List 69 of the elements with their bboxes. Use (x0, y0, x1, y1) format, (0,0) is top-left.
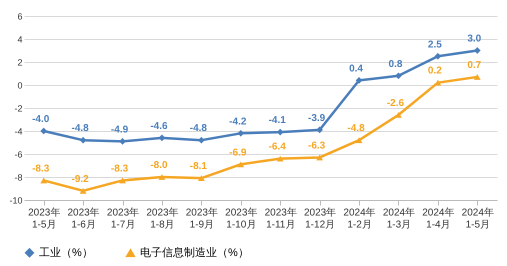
point (395, 72, 402, 80)
data-label: -4.0 (32, 114, 50, 125)
legend-label: 工业（%） (39, 246, 93, 259)
data-label: -9.2 (72, 174, 90, 185)
y-tick-label: -6 (14, 150, 22, 160)
data-label: 0.8 (388, 58, 403, 70)
x-tick-label: 2024年 1-5月 (462, 206, 494, 230)
point (198, 175, 205, 182)
point (237, 161, 244, 168)
point (80, 136, 86, 144)
x-tick-label: 2024年 1-2月 (343, 206, 376, 230)
x-tick-label: 2023年 1-8月 (146, 206, 179, 230)
data-label: -8.0 (150, 160, 168, 171)
x-tick-label: 2023年 1-9月 (186, 206, 218, 230)
y-tick-label: 4 (17, 34, 22, 44)
point (158, 134, 166, 142)
data-label: -4.8 (347, 123, 366, 134)
data-label: -2.6 (386, 98, 405, 109)
data-label: 2.5 (428, 39, 442, 50)
point (395, 112, 402, 118)
y-tick-label: -10 (9, 196, 22, 206)
y-tick-label: -2 (14, 104, 22, 114)
y-tick-label: 2 (17, 58, 22, 68)
data-label: -8.3 (110, 163, 129, 174)
point (40, 178, 48, 184)
x-tick-label: 2023年 1-5月 (28, 206, 60, 230)
data-label: -4.2 (229, 116, 247, 128)
data-label: -6.3 (308, 140, 326, 152)
point (80, 188, 86, 194)
y-tick-label: -4 (14, 126, 22, 136)
legend-label: 电子信息制造业（%） (140, 246, 249, 260)
data-label: 0.2 (428, 66, 442, 77)
data-label: -4.9 (110, 124, 129, 136)
x-tick-label: 2023年 1-7月 (106, 206, 140, 230)
point (198, 136, 205, 144)
x-tick-label: 2024年 1-4月 (422, 206, 454, 230)
data-label: -4.6 (150, 120, 168, 132)
data-label: -4.8 (190, 123, 208, 134)
x-tick-label: 2023年 1-6月 (68, 206, 100, 230)
point (434, 52, 442, 60)
point (119, 138, 126, 145)
y-tick-label: 0 (17, 80, 22, 90)
point (316, 154, 323, 160)
x-tick-label: 2023年 1-12月 (304, 206, 336, 230)
point (119, 178, 126, 184)
data-label: -3.9 (308, 112, 326, 124)
x-tick-label: 2023年 1-11月 (264, 206, 297, 230)
data-label: 0.4 (349, 63, 364, 74)
point (158, 174, 166, 180)
point (316, 126, 323, 134)
data-label: -4.1 (268, 115, 286, 126)
data-label: -4.8 (72, 123, 90, 134)
y-tick-label: -8 (14, 172, 22, 182)
data-label: 0.7 (467, 60, 482, 71)
point (356, 137, 362, 144)
point (356, 77, 362, 84)
y-tick-label: 6 (17, 12, 22, 22)
x-tick-label: 2024年 1-3月 (382, 206, 416, 230)
data-label: -6.4 (268, 142, 286, 153)
point (276, 156, 284, 162)
point (474, 74, 481, 80)
data-label: -8.3 (32, 163, 50, 174)
data-label: 3.0 (467, 34, 482, 44)
x-tick-label: 2023年 1-10月 (225, 206, 258, 230)
point (474, 47, 481, 54)
point (237, 130, 244, 137)
data-label: -8.1 (190, 161, 208, 172)
point (40, 128, 48, 134)
data-label: -6.9 (229, 147, 247, 158)
